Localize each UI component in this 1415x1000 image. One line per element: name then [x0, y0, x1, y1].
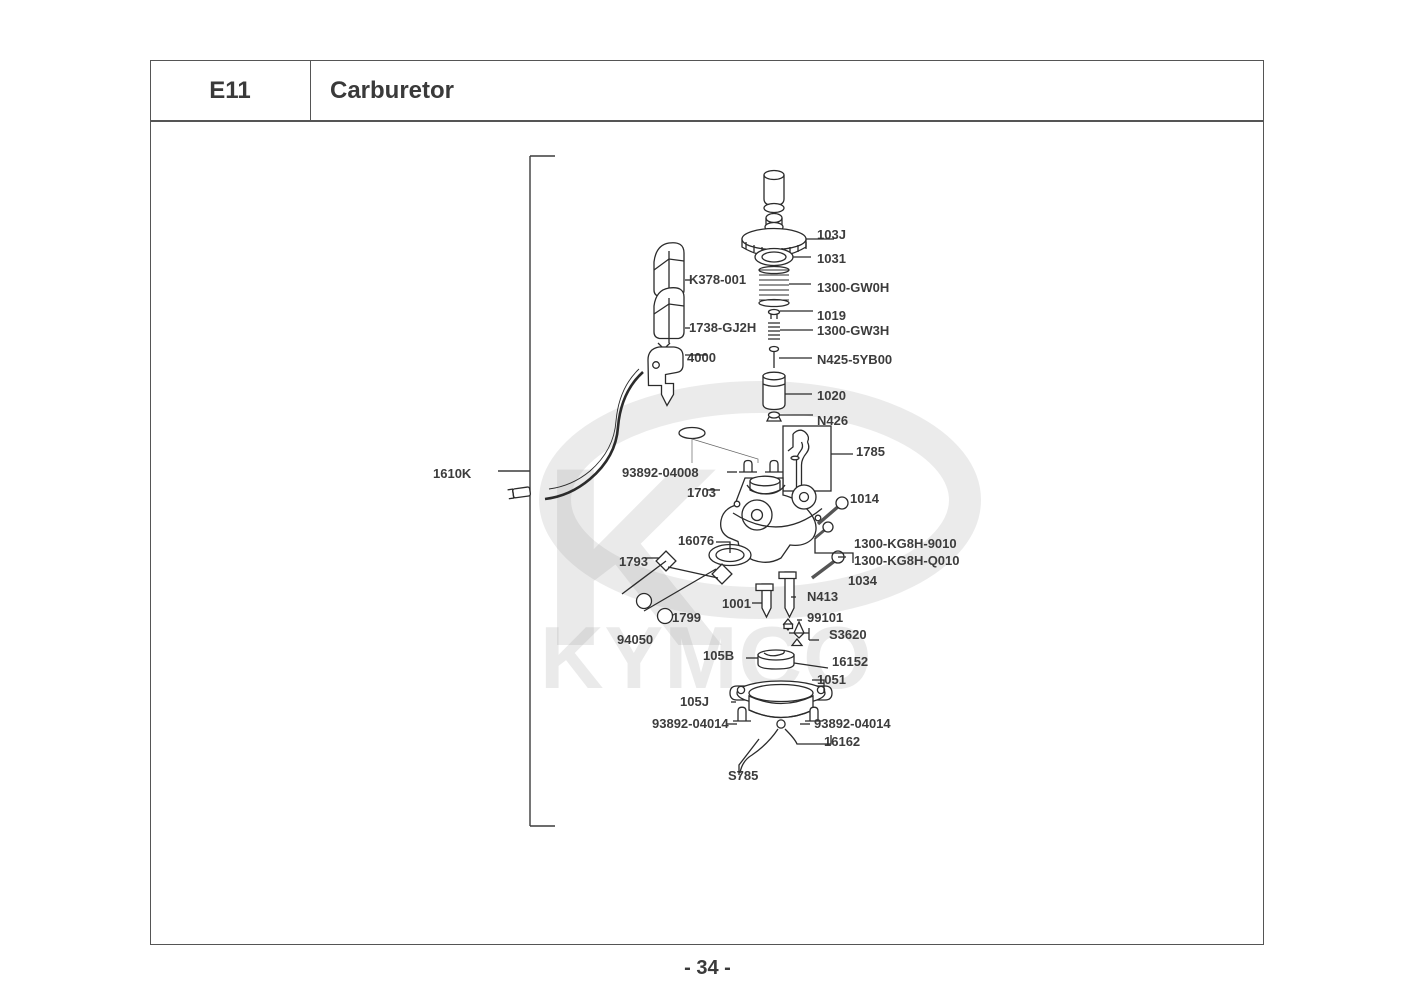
svg-text:1703: 1703: [687, 485, 716, 500]
svg-text:N425-5YB00: N425-5YB00: [817, 352, 892, 367]
svg-text:1300-GW0H: 1300-GW0H: [817, 280, 889, 295]
svg-text:103J: 103J: [817, 227, 846, 242]
svg-text:1034: 1034: [848, 573, 878, 588]
svg-text:1785: 1785: [856, 444, 885, 459]
svg-text:1738-GJ2H: 1738-GJ2H: [689, 320, 756, 335]
svg-text:94050: 94050: [617, 632, 653, 647]
svg-text:16152: 16152: [832, 654, 868, 669]
svg-text:1610K: 1610K: [433, 466, 472, 481]
svg-text:1001: 1001: [722, 596, 751, 611]
svg-text:16076: 16076: [678, 533, 714, 548]
svg-text:93892-04008: 93892-04008: [622, 465, 699, 480]
svg-text:1014: 1014: [850, 491, 880, 506]
svg-text:1793: 1793: [619, 554, 648, 569]
svg-text:1031: 1031: [817, 251, 846, 266]
svg-text:1300-KG8H-9010: 1300-KG8H-9010: [854, 536, 957, 551]
svg-text:99101: 99101: [807, 610, 843, 625]
svg-text:K378-001: K378-001: [689, 272, 746, 287]
svg-text:105B: 105B: [703, 648, 734, 663]
svg-text:S3620: S3620: [829, 627, 867, 642]
svg-text:1020: 1020: [817, 388, 846, 403]
svg-text:93892-04014: 93892-04014: [814, 716, 891, 731]
svg-text:93892-04014: 93892-04014: [652, 716, 729, 731]
svg-text:1799: 1799: [672, 610, 701, 625]
svg-text:N413: N413: [807, 589, 838, 604]
svg-text:1300-GW3H: 1300-GW3H: [817, 323, 889, 338]
svg-text:4000: 4000: [687, 350, 716, 365]
svg-text:S785: S785: [728, 768, 758, 783]
svg-text:16162: 16162: [824, 734, 860, 749]
svg-text:1019: 1019: [817, 308, 846, 323]
svg-text:105J: 105J: [680, 694, 709, 709]
svg-text:1300-KG8H-Q010: 1300-KG8H-Q010: [854, 553, 960, 568]
